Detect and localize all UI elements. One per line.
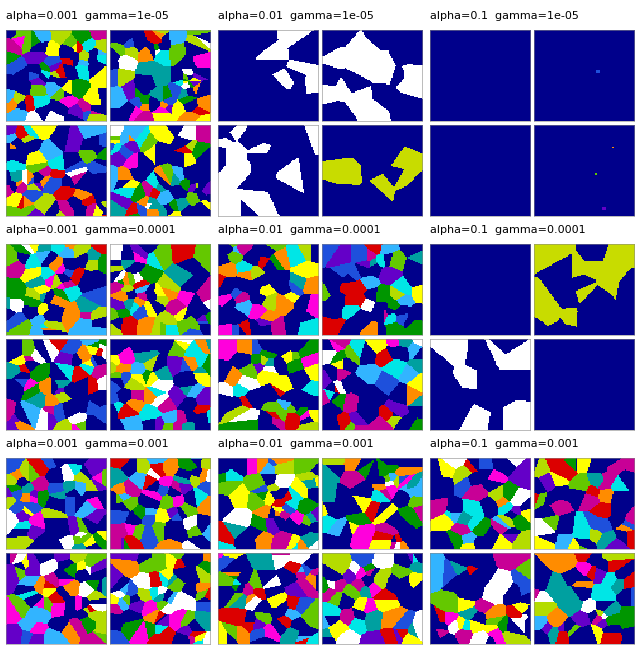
Text: alpha=0.001  gamma=0.0001: alpha=0.001 gamma=0.0001 [6,225,176,235]
Text: alpha=0.1  gamma=1e-05: alpha=0.1 gamma=1e-05 [429,11,579,21]
Text: alpha=0.001  gamma=1e-05: alpha=0.001 gamma=1e-05 [6,11,169,21]
Text: alpha=0.1  gamma=0.0001: alpha=0.1 gamma=0.0001 [429,225,585,235]
Text: alpha=0.01  gamma=1e-05: alpha=0.01 gamma=1e-05 [218,11,374,21]
Text: alpha=0.001  gamma=0.001: alpha=0.001 gamma=0.001 [6,439,169,449]
Text: alpha=0.1  gamma=0.001: alpha=0.1 gamma=0.001 [429,439,579,449]
Text: alpha=0.01  gamma=0.0001: alpha=0.01 gamma=0.0001 [218,225,381,235]
Text: alpha=0.01  gamma=0.001: alpha=0.01 gamma=0.001 [218,439,374,449]
